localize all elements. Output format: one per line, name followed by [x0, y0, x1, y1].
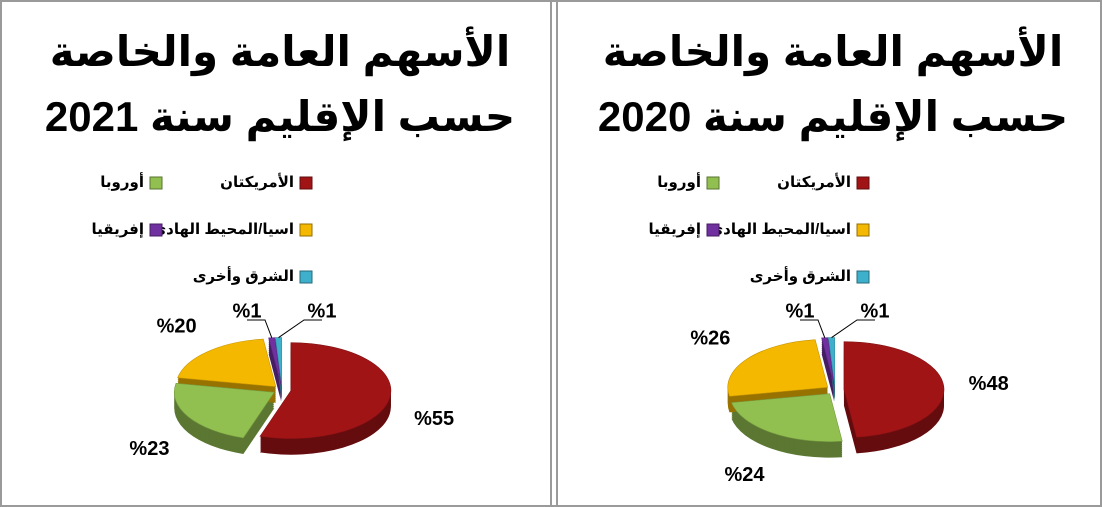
data-label: %26 — [690, 328, 730, 350]
legend-swatch — [299, 176, 313, 190]
leader-line — [831, 319, 875, 338]
data-label: %20 — [157, 316, 197, 338]
slice-side — [821, 353, 835, 402]
legend-label: الشرق وأخرى — [193, 266, 294, 285]
chart-title: الأسهم العامة والخاصة — [50, 26, 510, 77]
slice-side — [268, 351, 282, 400]
slice-side — [821, 345, 835, 394]
slice-side — [268, 345, 282, 394]
legend-label: اسيا/المحيط الهادئ — [709, 221, 851, 238]
data-label: %23 — [129, 438, 169, 460]
legend-swatch — [856, 223, 870, 237]
legend-swatch — [149, 176, 163, 190]
slice — [731, 393, 843, 442]
slice — [828, 337, 836, 386]
slice — [177, 338, 277, 388]
legend-label: الشرق وأخرى — [750, 266, 851, 285]
slice-side — [268, 353, 282, 402]
legend-label: أوروبا — [100, 172, 144, 191]
legend-label: الأمريكتان — [777, 173, 851, 191]
legend-swatch — [706, 176, 720, 190]
legend-swatch — [856, 270, 870, 284]
chart-title: حسب الإقليم سنة 2021 — [45, 93, 515, 141]
legend-swatch — [299, 223, 313, 237]
slice-side — [268, 339, 282, 388]
data-label: %48 — [969, 373, 1009, 395]
slice-side — [821, 351, 835, 400]
slice — [727, 339, 829, 397]
legend-swatch — [856, 176, 870, 190]
data-label: %55 — [414, 408, 454, 430]
data-label: %24 — [724, 464, 765, 486]
slice — [173, 382, 275, 439]
data-label: %1 — [233, 300, 262, 322]
slice-side — [268, 347, 282, 396]
leader-line — [278, 319, 322, 338]
slice-side — [821, 349, 835, 398]
slice-side — [821, 339, 835, 388]
data-label: %1 — [861, 300, 890, 322]
slice — [259, 342, 392, 439]
legend-swatch — [299, 270, 313, 284]
legend-swatch — [149, 223, 163, 237]
slice-side — [268, 343, 282, 392]
data-label: %1 — [308, 300, 337, 322]
leader-line — [247, 319, 273, 338]
slice — [843, 341, 945, 438]
slice — [275, 337, 283, 386]
data-label: %1 — [786, 300, 815, 322]
legend-label: أوروبا — [657, 172, 701, 191]
legend-label: الأمريكتان — [220, 173, 294, 191]
slice-side — [821, 347, 835, 396]
legend-label: إفريقيا — [649, 221, 701, 238]
chart-title: الأسهم العامة والخاصة — [603, 26, 1063, 77]
slice-side — [268, 341, 282, 390]
slice-side — [821, 341, 835, 390]
slice-side — [821, 343, 835, 392]
legend-swatch — [706, 223, 720, 237]
legend-label: اسيا/المحيط الهادئ — [152, 221, 294, 238]
chart-title: حسب الإقليم سنة 2020 — [598, 93, 1068, 141]
legend-label: إفريقيا — [92, 221, 144, 238]
slice-side — [268, 349, 282, 398]
leader-line — [800, 319, 826, 338]
